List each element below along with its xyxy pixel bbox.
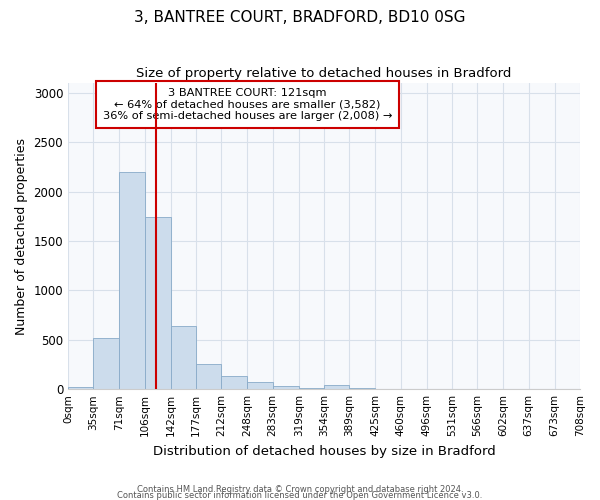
Bar <box>221 376 247 389</box>
Title: Size of property relative to detached houses in Bradford: Size of property relative to detached ho… <box>136 68 512 80</box>
Text: Contains public sector information licensed under the Open Government Licence v3: Contains public sector information licen… <box>118 490 482 500</box>
Bar <box>349 388 376 389</box>
Y-axis label: Number of detached properties: Number of detached properties <box>15 138 28 334</box>
Text: 3, BANTREE COURT, BRADFORD, BD10 0SG: 3, BANTREE COURT, BRADFORD, BD10 0SG <box>134 10 466 25</box>
Bar <box>247 382 272 389</box>
Bar <box>272 386 299 389</box>
Bar <box>299 388 324 389</box>
X-axis label: Distribution of detached houses by size in Bradford: Distribution of detached houses by size … <box>152 444 496 458</box>
Bar <box>324 384 349 389</box>
Text: 3 BANTREE COURT: 121sqm
← 64% of detached houses are smaller (3,582)
36% of semi: 3 BANTREE COURT: 121sqm ← 64% of detache… <box>103 88 392 121</box>
Bar <box>119 172 145 389</box>
Bar <box>145 218 171 389</box>
Bar <box>94 338 119 389</box>
Bar <box>196 364 221 389</box>
Bar <box>68 388 94 389</box>
Text: Contains HM Land Registry data © Crown copyright and database right 2024.: Contains HM Land Registry data © Crown c… <box>137 484 463 494</box>
Bar <box>171 326 196 389</box>
